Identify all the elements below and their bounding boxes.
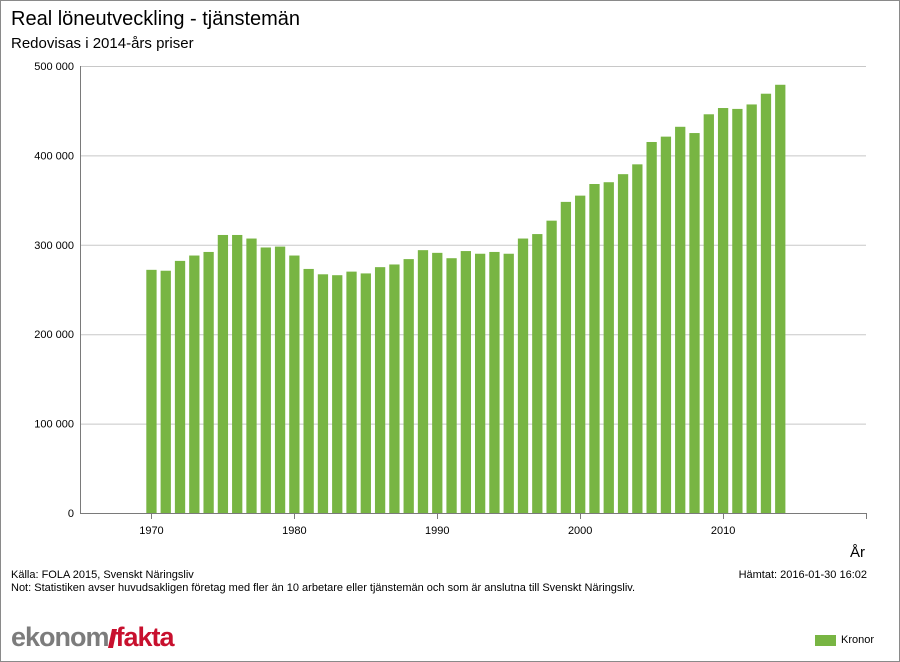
fetched-timestamp: Hämtat: 2016-01-30 16:02 (738, 569, 867, 581)
bar (403, 259, 414, 513)
axes (80, 66, 867, 519)
x-tick-label: 2010 (711, 525, 735, 537)
x-tick-label: 2000 (568, 525, 592, 537)
bar (632, 164, 643, 513)
x-axis-label: År (850, 544, 865, 561)
x-tick-label: 1990 (425, 525, 449, 537)
bar (589, 184, 600, 513)
bar (374, 267, 386, 513)
legend: Kronor (815, 634, 874, 646)
bar (675, 126, 686, 513)
y-tick-label: 300 000 (34, 240, 74, 252)
bar (717, 108, 729, 514)
x-tick-label: 1970 (139, 525, 163, 537)
bar (217, 234, 229, 513)
bar (489, 251, 500, 513)
y-tick-label: 0 (68, 508, 74, 520)
bar (189, 255, 200, 513)
bar (332, 275, 343, 513)
bar (646, 141, 657, 514)
bar (346, 271, 357, 513)
bar (775, 84, 786, 514)
bar (317, 274, 329, 513)
bar (575, 195, 586, 513)
legend-swatch (815, 634, 836, 646)
bar (203, 251, 214, 513)
bar (432, 252, 443, 513)
bar (546, 220, 557, 513)
bar (532, 234, 543, 513)
bar (174, 260, 186, 513)
bar (603, 182, 614, 513)
bar (274, 246, 286, 513)
bar (446, 258, 457, 513)
bar (760, 93, 772, 514)
bar (289, 255, 300, 513)
bar (617, 174, 629, 514)
bar (460, 251, 471, 513)
bar (303, 268, 314, 513)
y-tick-label: 500 000 (34, 61, 74, 73)
bar (560, 201, 572, 513)
note-text: Not: Statistiken avser huvudsakligen för… (11, 582, 636, 594)
bar (232, 234, 243, 513)
bar (746, 104, 757, 513)
bar (246, 238, 257, 514)
y-tick-labels: 0 100 000 200 000 300 000 400 000 500 000 (34, 61, 74, 520)
y-tick-label: 100 000 (34, 419, 74, 431)
chart-subtitle: Redovisas i 2014-års priser (11, 35, 194, 52)
bar (517, 238, 529, 514)
logo-part2: fakta (115, 622, 175, 652)
bar (689, 133, 700, 514)
bar (732, 108, 743, 513)
bar (146, 269, 157, 513)
x-tick-label: 1980 (282, 525, 306, 537)
bar (260, 247, 271, 514)
x-tick-labels: 1970 1980 1990 2000 2010 (139, 525, 735, 537)
ekonomifakta-logo[interactable]: ekonom fakta (11, 622, 175, 653)
y-tick-label: 400 000 (34, 150, 74, 162)
bar (703, 114, 714, 513)
legend-label: Kronor (841, 634, 875, 646)
bar (660, 136, 672, 513)
bar (160, 270, 171, 513)
chart-title: Real löneutveckling - tjänstemän (11, 8, 301, 30)
bars (146, 84, 786, 514)
bar (503, 253, 514, 514)
logo-part1: ekonom (11, 622, 110, 652)
bar (360, 273, 371, 513)
source-text: Källa: FOLA 2015, Svenskt Näringsliv (11, 569, 194, 581)
bar (389, 264, 400, 513)
bar (475, 253, 486, 514)
y-tick-label: 200 000 (34, 329, 74, 341)
bar (417, 250, 429, 513)
